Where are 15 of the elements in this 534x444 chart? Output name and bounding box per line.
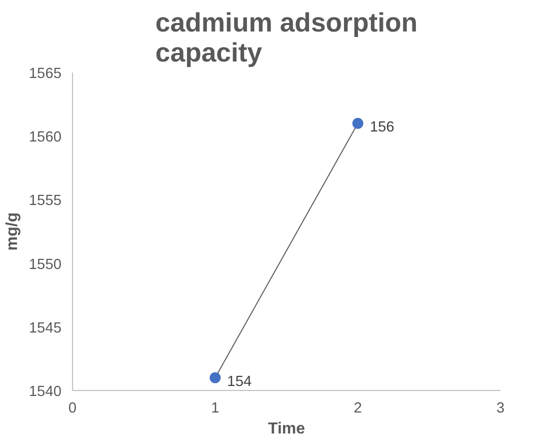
annotation: 156 <box>370 119 394 136</box>
x-tick-label: 1 <box>211 400 220 416</box>
annotation: 154 <box>227 374 252 390</box>
x-axis-title: Time <box>268 420 306 438</box>
y-tick-label: 1540 <box>28 384 62 400</box>
x-tick-label: 2 <box>354 400 362 416</box>
x-tick-label: 3 <box>496 400 505 416</box>
chart-title: cadmium adsorption capacity <box>155 8 418 68</box>
y-tick-label: 1545 <box>28 320 62 336</box>
x-tick-label: 0 <box>68 400 77 416</box>
y-tick-label: 1560 <box>28 130 62 146</box>
y-tick-label: 1565 <box>28 66 62 82</box>
y-tick-label: 1555 <box>28 193 62 210</box>
y-tick-label: 1550 <box>28 256 62 273</box>
y-axis-title: mg/g <box>4 212 21 251</box>
